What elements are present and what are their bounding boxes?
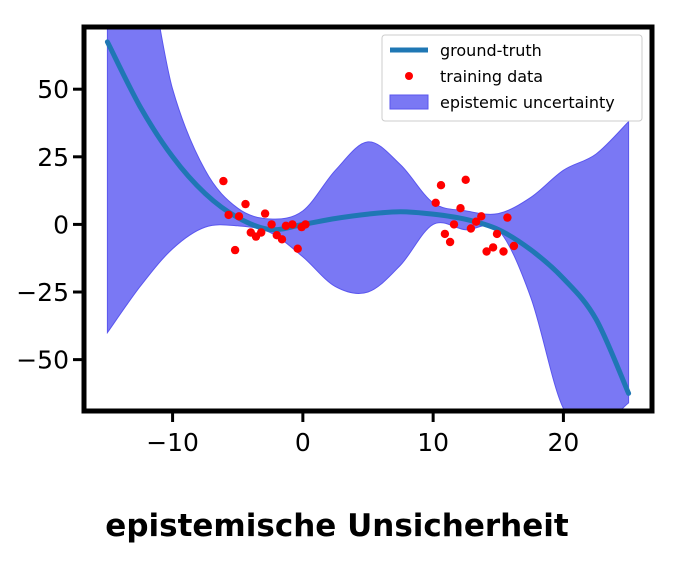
y-tick-label: 50	[37, 75, 69, 104]
training-point	[260, 209, 270, 218]
x-tick-label: 20	[548, 428, 580, 457]
training-point	[230, 245, 240, 255]
training-point	[488, 243, 498, 252]
training-point	[293, 244, 302, 253]
training-point	[445, 237, 455, 247]
y-tick-label: −25	[16, 278, 69, 307]
caption: epistemische Unsicherheit	[105, 508, 569, 544]
training-point	[234, 212, 244, 221]
legend-label: ground-truth	[440, 41, 542, 60]
training-point	[482, 247, 491, 256]
legend-band-swatch	[389, 94, 429, 110]
training-point	[503, 213, 512, 222]
training-point	[471, 217, 481, 226]
plot-frame	[81, 24, 655, 414]
legend-label: training data	[440, 67, 543, 86]
training-point	[224, 210, 233, 220]
training-point	[281, 221, 291, 230]
training-point	[241, 199, 250, 209]
x-tick-label: −10	[146, 428, 199, 457]
training-point	[431, 198, 440, 207]
legend-point-swatch	[405, 72, 413, 80]
training-point	[219, 176, 228, 186]
y-tick-label: −50	[16, 346, 69, 375]
y-tick-label: 25	[37, 143, 69, 172]
training-point	[288, 220, 297, 229]
training-point	[436, 181, 446, 190]
training-point	[277, 235, 287, 244]
training-point	[257, 228, 266, 237]
training-point	[449, 220, 459, 229]
training-point	[509, 241, 519, 251]
ground-truth-line	[104, 39, 632, 396]
y-tick-label: 0	[53, 210, 69, 239]
x-tick-label: 0	[295, 428, 311, 457]
training-point	[477, 212, 486, 221]
training-point	[456, 204, 465, 213]
uncertainty-band	[106, 27, 630, 411]
training-point	[440, 229, 450, 239]
training-point	[461, 175, 470, 184]
training-point	[301, 220, 310, 229]
legend-box	[381, 34, 643, 122]
legend-label: epistemic uncertainty	[440, 93, 615, 112]
training-point	[466, 224, 476, 233]
training-point	[492, 229, 502, 239]
training-point	[499, 247, 508, 256]
x-tick-label: 10	[417, 428, 449, 457]
training-point	[267, 220, 276, 229]
